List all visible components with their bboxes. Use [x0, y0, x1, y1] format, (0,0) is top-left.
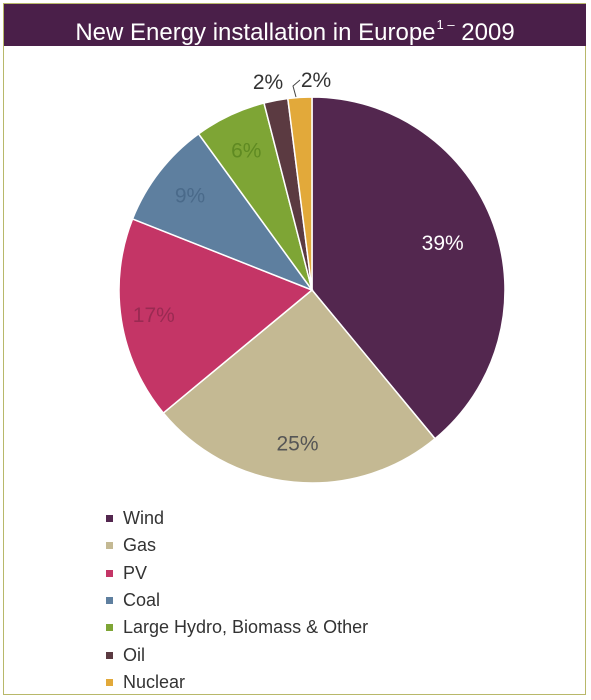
- legend-item-large-hydro-biomass-other: Large Hydro, Biomass & Other: [106, 614, 368, 641]
- pie-slice-gas: [162, 288, 437, 484]
- legend-label: Nuclear: [123, 671, 186, 692]
- legend-label: PV: [123, 562, 148, 583]
- chart-title-main: New Energy installation in Europe: [75, 19, 436, 46]
- legend-label: Wind: [123, 508, 165, 529]
- legend-swatch: [106, 597, 113, 605]
- legend-label: Large Hydro, Biomass & Other: [123, 617, 369, 638]
- legend-swatch: [106, 678, 113, 686]
- legend-swatch: [106, 515, 113, 523]
- legend-item-nuclear: Nuclear: [106, 669, 368, 696]
- legend-label: Coal: [123, 590, 161, 611]
- pie-slice-coal: [131, 132, 315, 292]
- legend-swatch: [106, 542, 113, 550]
- legend-item-coal: Coal: [106, 587, 368, 614]
- legend-label: Gas: [123, 535, 157, 556]
- pie-slice-pv: [118, 217, 314, 415]
- data-label-oil: 2%: [253, 71, 283, 94]
- legend-item-oil: Oil: [106, 641, 368, 668]
- pie-slice-nuclear: [286, 96, 313, 291]
- legend-item-wind: Wind: [106, 505, 368, 532]
- pie-slice-wind: [311, 96, 506, 440]
- data-label-pv: 17%: [133, 304, 175, 327]
- legend-item-gas: Gas: [106, 532, 368, 559]
- legend-swatch: [106, 651, 113, 659]
- chart-title: New Energy installation in Europe1 – 200…: [4, 4, 586, 46]
- chart-title-year: 2009: [461, 19, 515, 46]
- chart-legend: Wind Gas PV Coal Large Hydro, Biomass & Othe…: [106, 505, 368, 696]
- data-label-coal: 9%: [175, 184, 205, 207]
- data-label-wind: 39%: [422, 232, 464, 255]
- legend-swatch: [106, 569, 113, 577]
- data-label-large-hydro-biomass-other: 6%: [231, 139, 261, 162]
- leader-line-nuclear: [292, 79, 301, 98]
- legend-swatch: [106, 624, 113, 632]
- data-label-gas: 25%: [276, 433, 318, 456]
- chart-title-superscript: 1 –: [436, 17, 455, 32]
- data-label-nuclear: 2%: [301, 69, 331, 92]
- legend-label: Oil: [123, 644, 145, 665]
- legend-item-pv: PV: [106, 560, 368, 587]
